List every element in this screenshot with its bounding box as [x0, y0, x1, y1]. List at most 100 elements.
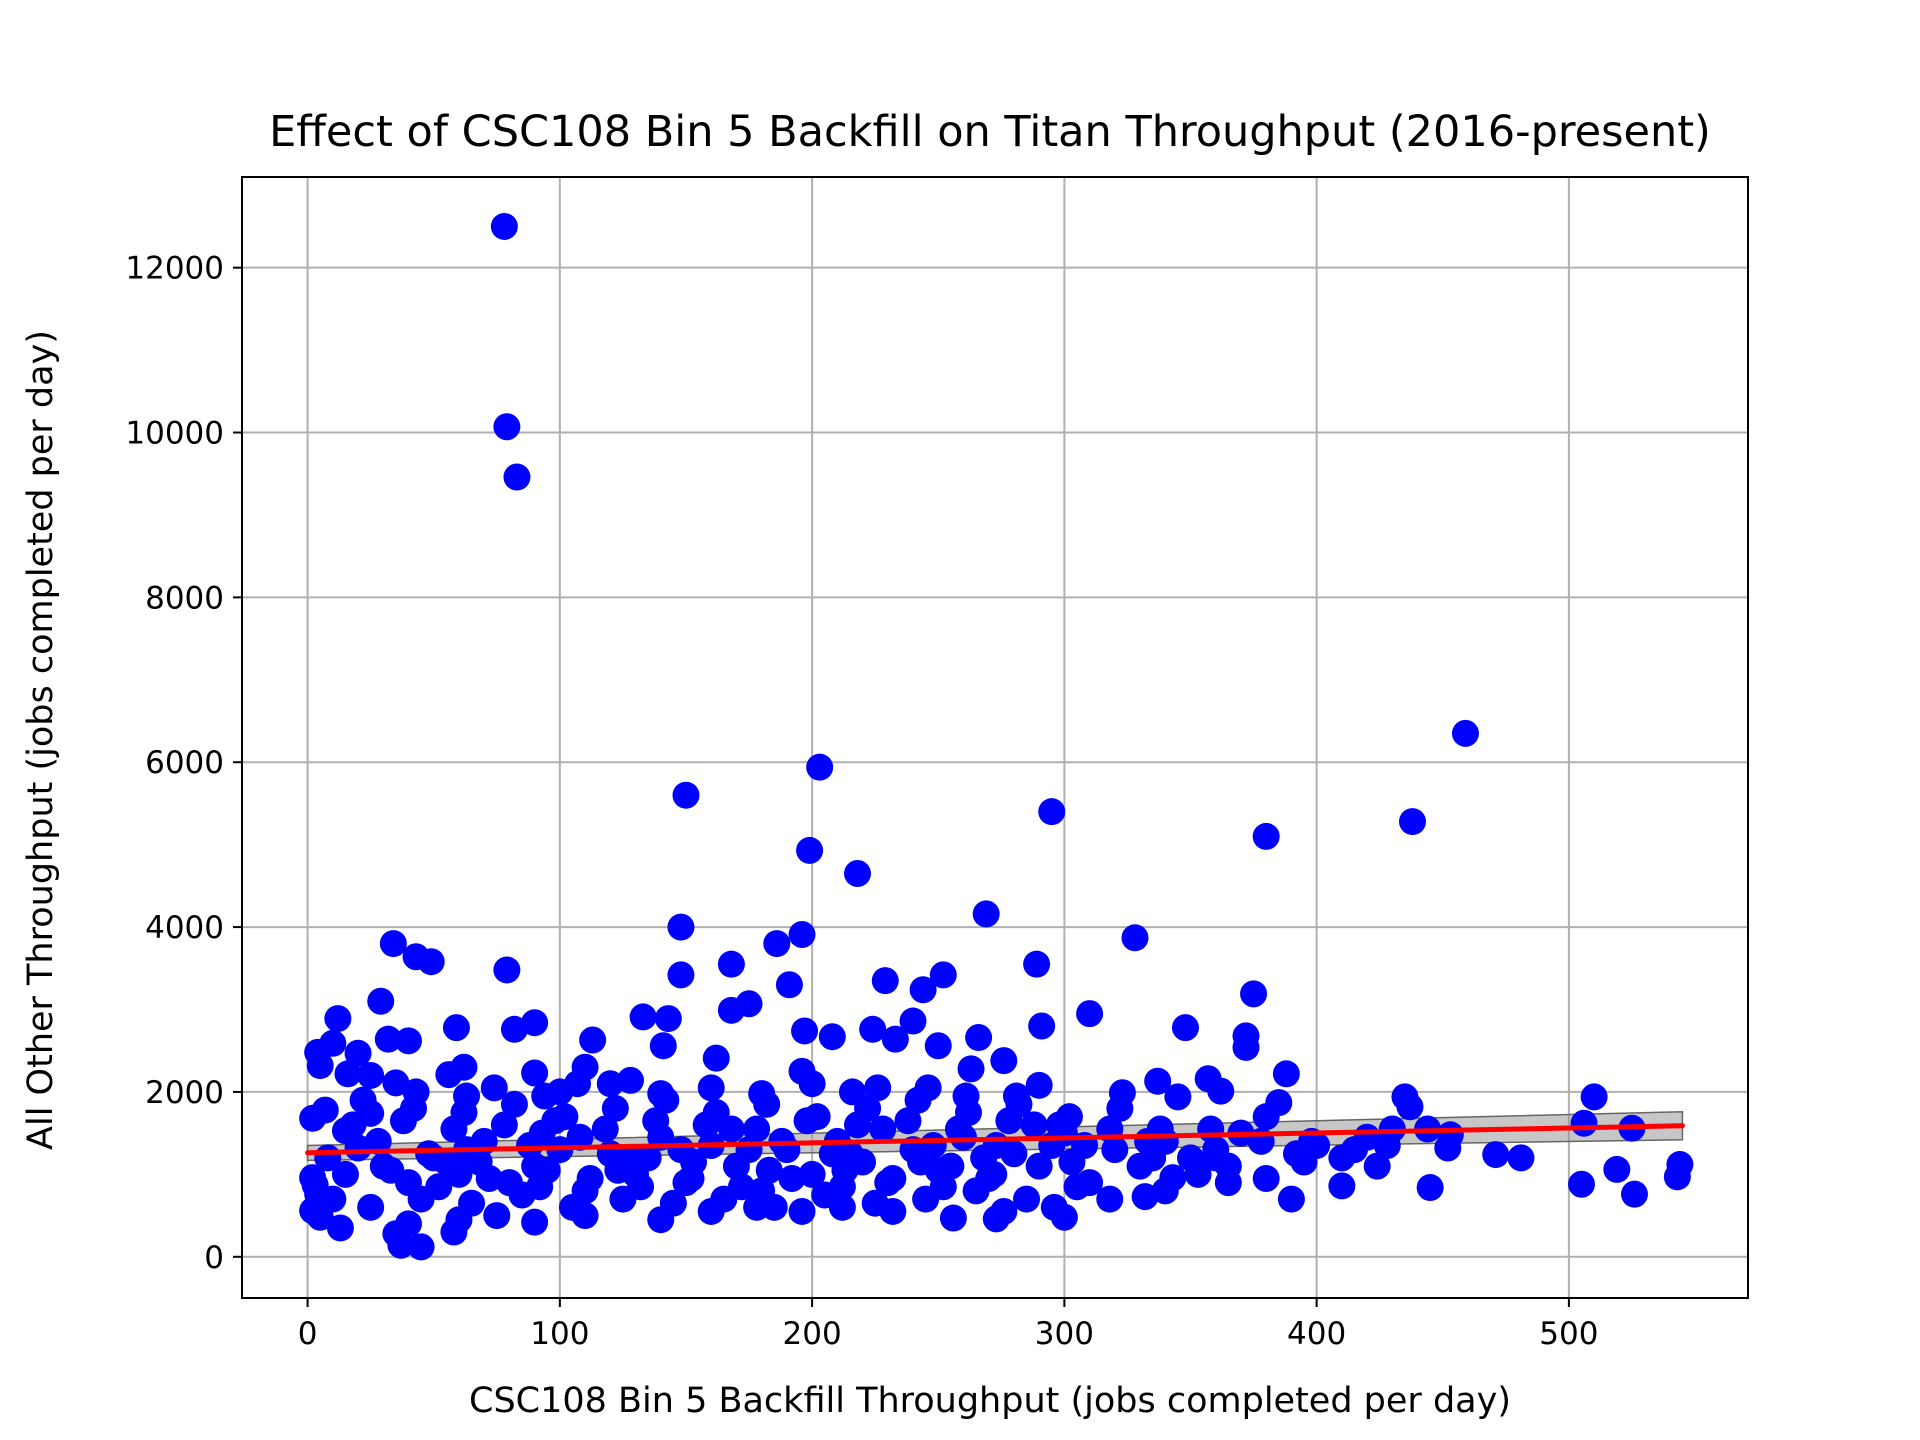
data-point — [1164, 1083, 1192, 1111]
data-point — [566, 1123, 594, 1151]
data-point — [879, 1197, 907, 1225]
data-point — [500, 1015, 528, 1043]
data-point — [894, 1107, 922, 1135]
data-point — [859, 1015, 887, 1043]
data-point — [564, 1070, 592, 1098]
x-tick-label: 400 — [1287, 1316, 1346, 1352]
data-point — [344, 1039, 372, 1067]
data-point — [1151, 1177, 1179, 1205]
data-point — [788, 920, 816, 948]
data-point — [831, 1156, 859, 1184]
data-point — [1451, 719, 1479, 747]
data-point — [647, 1080, 675, 1108]
data-point — [493, 956, 521, 984]
x-tick-label: 0 — [298, 1316, 318, 1352]
data-point — [425, 1173, 453, 1201]
data-point — [778, 1164, 806, 1192]
data-point — [604, 1156, 632, 1184]
data-point — [869, 1115, 897, 1143]
y-tick-label: 2000 — [145, 1075, 224, 1111]
data-point — [1620, 1180, 1648, 1208]
data-point — [1396, 1093, 1424, 1121]
data-point — [407, 1233, 435, 1261]
data-point — [1106, 1094, 1134, 1122]
data-point — [493, 413, 521, 441]
data-point — [982, 1132, 1010, 1160]
data-point — [1272, 1060, 1300, 1088]
data-point — [763, 930, 791, 958]
data-point — [483, 1202, 511, 1230]
data-point — [1507, 1144, 1535, 1172]
data-point — [526, 1173, 554, 1201]
regression-line — [305, 1123, 1685, 1156]
data-point — [453, 1082, 481, 1110]
data-point — [571, 1202, 599, 1230]
data-point — [1328, 1172, 1356, 1200]
data-point — [929, 1173, 957, 1201]
data-point — [667, 961, 695, 989]
data-point — [1663, 1163, 1691, 1191]
data-point — [748, 1080, 776, 1108]
data-point — [382, 1069, 410, 1097]
data-point — [871, 967, 899, 995]
data-point — [899, 1007, 927, 1035]
data-point — [1252, 1103, 1280, 1131]
x-tick-label: 500 — [1539, 1316, 1598, 1352]
data-point — [1045, 1111, 1073, 1139]
data-point — [881, 1025, 909, 1053]
data-point — [793, 1107, 821, 1135]
data-point — [743, 1193, 771, 1221]
data-point — [591, 1115, 619, 1143]
data-point — [394, 1027, 422, 1055]
data-point — [367, 987, 395, 1015]
data-point — [879, 1164, 907, 1192]
data-point — [357, 1193, 385, 1221]
data-point — [528, 1119, 556, 1147]
data-point — [1013, 1185, 1041, 1213]
y-tick-label: 0 — [204, 1240, 224, 1276]
data-point — [990, 1047, 1018, 1075]
data-point — [490, 212, 518, 240]
data-point — [1121, 924, 1149, 952]
data-point — [1197, 1115, 1225, 1143]
chart-title: Effect of CSC108 Bin 5 Backfill on Titan… — [269, 107, 1711, 157]
y-tick-label: 12000 — [125, 251, 224, 287]
data-point — [1184, 1160, 1212, 1188]
data-point — [1277, 1185, 1305, 1213]
data-point — [1240, 980, 1268, 1008]
data-point — [1025, 1152, 1053, 1180]
data-point — [1144, 1067, 1172, 1095]
data-point — [796, 836, 824, 864]
data-point — [445, 1206, 473, 1234]
data-point — [521, 1208, 549, 1236]
data-point — [791, 1017, 819, 1045]
data-point — [1063, 1173, 1091, 1201]
data-point — [907, 1148, 935, 1176]
data-point — [680, 1148, 708, 1176]
data-point — [1101, 1136, 1129, 1164]
data-point — [1040, 1193, 1068, 1221]
data-point — [697, 1197, 725, 1225]
data-point — [844, 1111, 872, 1139]
regression-line-layer — [305, 1123, 1685, 1156]
data-point — [1076, 1000, 1104, 1028]
data-point — [1028, 1012, 1056, 1040]
data-point — [775, 971, 803, 999]
data-point — [818, 1023, 846, 1051]
data-point — [1580, 1083, 1608, 1111]
data-point — [349, 1086, 377, 1114]
data-point — [667, 913, 695, 941]
data-point — [616, 1066, 644, 1094]
data-point — [596, 1070, 624, 1098]
data-point — [828, 1193, 856, 1221]
data-point — [490, 1111, 518, 1139]
data-point — [442, 1014, 470, 1042]
data-point — [531, 1082, 559, 1110]
data-point — [357, 1061, 385, 1089]
data-point — [798, 1070, 826, 1098]
data-point — [1025, 1071, 1053, 1099]
data-point — [1232, 1033, 1260, 1061]
data-point — [389, 1107, 417, 1135]
data-point — [576, 1164, 604, 1192]
data-point — [500, 1090, 528, 1118]
